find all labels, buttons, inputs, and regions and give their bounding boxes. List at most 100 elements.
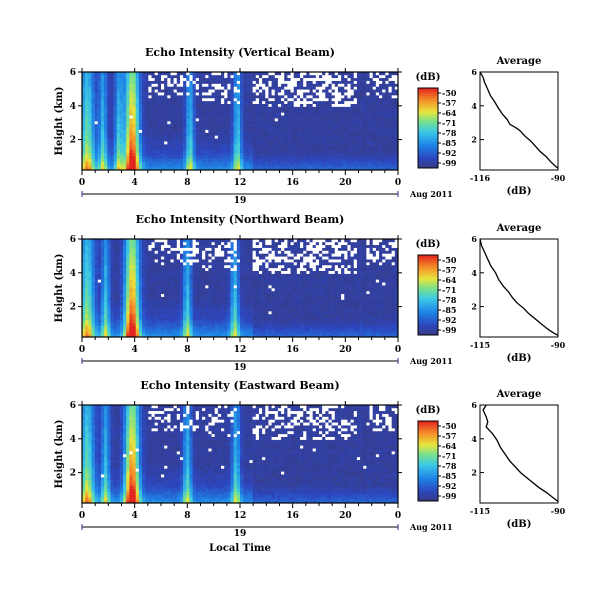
heatmap-cell	[145, 334, 149, 338]
heatmap-cell	[312, 72, 317, 76]
heatmap-cell	[123, 112, 127, 116]
heatmap-cell	[145, 264, 149, 269]
heatmap-cell	[255, 118, 260, 122]
heatmap-cell	[116, 334, 121, 338]
heatmap-cell	[331, 146, 336, 151]
heatmap-cell	[309, 167, 313, 171]
heatmap-cell	[262, 135, 266, 139]
heatmap-cell	[161, 325, 165, 329]
heatmap-cell	[82, 308, 86, 312]
heatmap-cell	[167, 285, 171, 289]
heatmap-cell	[167, 302, 171, 306]
heatmap-cell	[350, 129, 355, 133]
heatmap-cell	[319, 123, 323, 128]
heatmap-cell	[138, 325, 143, 329]
heatmap-cell	[208, 334, 212, 338]
heatmap-cell	[334, 146, 339, 151]
heatmap-cell	[91, 77, 95, 81]
heatmap-cell	[186, 299, 190, 303]
heatmap-cell	[214, 167, 219, 171]
heatmap-cell	[300, 106, 304, 110]
heatmap-cell	[183, 149, 187, 153]
heatmap-cell	[151, 115, 155, 119]
heatmap-cell	[82, 129, 86, 133]
heatmap-cell	[129, 164, 133, 168]
heatmap-cell	[176, 152, 181, 156]
heatmap-cell	[202, 167, 206, 171]
heatmap-cell	[183, 106, 187, 110]
heatmap-cell	[113, 74, 118, 79]
heatmap-cell	[157, 334, 162, 338]
heatmap-cell	[132, 276, 137, 280]
heatmap-cell	[138, 92, 143, 96]
heatmap-cell	[233, 106, 238, 110]
heatmap-cell	[252, 121, 257, 125]
heatmap-cell	[341, 115, 345, 119]
heatmap-cell	[341, 129, 345, 133]
heatmap-cell	[82, 244, 86, 248]
heatmap-cell	[195, 276, 200, 280]
x-tick-label: 0	[79, 178, 85, 188]
heatmap-cell	[132, 273, 137, 277]
heatmap-cell	[186, 72, 190, 76]
heatmap-cell	[211, 80, 216, 84]
heatmap-cell	[230, 72, 234, 76]
heatmap-cell	[183, 316, 187, 320]
heatmap-cell	[107, 305, 111, 309]
heatmap-cell	[179, 285, 184, 289]
heatmap-cell	[85, 279, 89, 283]
heatmap-cell	[157, 285, 162, 289]
heatmap-cell	[170, 239, 174, 243]
heatmap-cell	[202, 276, 206, 280]
heatmap-cell	[110, 95, 114, 99]
heatmap-cell	[328, 132, 332, 136]
heatmap-cell	[202, 103, 206, 107]
heatmap-cell	[236, 164, 241, 168]
heatmap-cell	[325, 138, 329, 142]
heatmap-cell	[192, 132, 197, 136]
heatmap-cell	[173, 273, 178, 277]
heatmap-cell	[123, 322, 127, 326]
heatmap-cell	[110, 282, 114, 286]
heatmap-cell	[85, 282, 89, 286]
heatmap-cell	[183, 270, 187, 274]
heatmap-cell	[385, 129, 389, 133]
heatmap-cell	[344, 135, 348, 139]
heatmap-cell	[224, 72, 228, 76]
heatmap-cell	[132, 83, 137, 87]
heatmap-cell	[255, 161, 260, 165]
heatmap-cell	[82, 77, 86, 81]
heatmap-cell	[211, 253, 216, 257]
heatmap-cell	[123, 293, 127, 297]
heatmap-cell	[246, 161, 250, 165]
heatmap-cell	[167, 319, 171, 323]
heatmap-cell	[319, 141, 323, 145]
heatmap-cell	[205, 334, 209, 338]
heatmap-cell	[195, 106, 200, 110]
heatmap-cell	[164, 141, 168, 145]
heatmap-cell	[262, 86, 266, 90]
heatmap-cell	[334, 115, 339, 119]
heatmap-cell	[255, 155, 260, 159]
heatmap-cell	[183, 135, 187, 139]
heatmap-cell	[202, 270, 206, 274]
heatmap-cell	[221, 80, 225, 84]
heatmap-cell	[161, 279, 165, 283]
heatmap-cell	[230, 164, 234, 168]
heatmap-cell	[119, 322, 124, 326]
heatmap-cell	[391, 112, 396, 116]
heatmap-cell	[138, 103, 143, 107]
heatmap-cell	[312, 144, 317, 148]
heatmap-cell	[274, 115, 279, 119]
heatmap-cell	[214, 135, 219, 139]
heatmap-cell	[142, 152, 146, 156]
heatmap-cell	[208, 155, 212, 159]
heatmap-cell	[227, 95, 231, 99]
heatmap-cell	[208, 80, 212, 84]
heatmap-cell	[268, 83, 272, 87]
heatmap-cell	[107, 97, 111, 102]
heatmap-cell	[170, 270, 174, 274]
heatmap-cell	[230, 74, 234, 79]
heatmap-cell	[255, 86, 260, 90]
heatmap-cell	[205, 121, 209, 125]
